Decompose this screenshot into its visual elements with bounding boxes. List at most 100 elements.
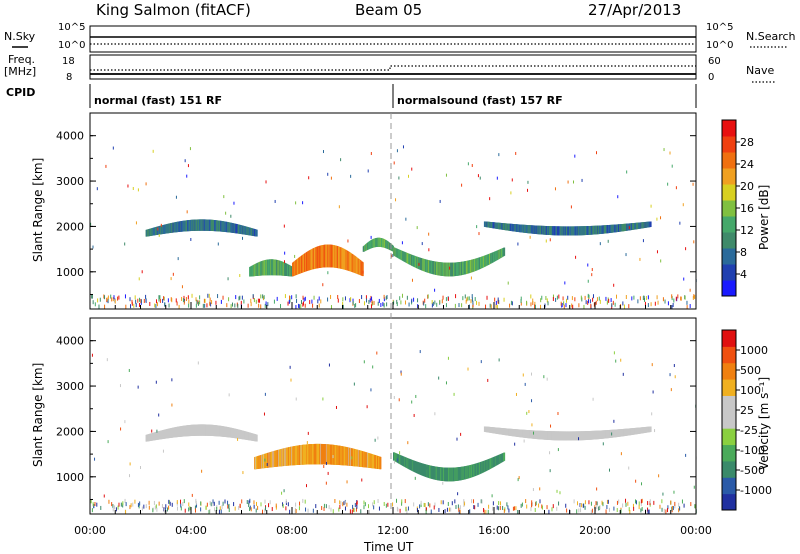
scatter-cell [429, 503, 431, 508]
scatter-cell [584, 505, 586, 510]
scatter-cell [302, 295, 304, 300]
sparse-cell [171, 403, 173, 407]
scatter-cell [606, 300, 608, 305]
scatter-cell [176, 506, 178, 511]
scatter-cell [457, 504, 459, 509]
scatter-cell [606, 499, 608, 504]
scatter-cell [145, 294, 147, 299]
scatter-cell [106, 297, 108, 302]
scatter-cell [503, 297, 505, 302]
sparse-cell [294, 254, 296, 258]
sparse-cell [531, 372, 533, 376]
sparse-cell [274, 199, 276, 203]
sparse-cell [393, 161, 395, 165]
scatter-cell [344, 500, 346, 505]
scatter-cell [576, 509, 578, 514]
sparse-cell [549, 238, 551, 242]
scatter-cell [471, 294, 473, 299]
scatter-cell [250, 507, 252, 512]
sparse-cell [398, 398, 400, 402]
sparse-cell [290, 378, 292, 382]
scatter-cell [168, 500, 170, 505]
sparse-cell [401, 241, 403, 245]
scatter-cell [156, 507, 158, 512]
scatter-cell [183, 300, 185, 305]
scatter-cell [249, 498, 251, 503]
scatter-cell [238, 505, 240, 510]
colorbar-swatch [722, 120, 736, 137]
sparse-cell [626, 170, 628, 174]
sparse-cell [137, 385, 139, 389]
scatter-cell [304, 303, 306, 308]
scatter-cell [139, 501, 141, 506]
scatter-cell [565, 298, 567, 303]
scatter-cell [595, 507, 597, 512]
scatter-cell [248, 503, 250, 508]
scatter-cell [672, 302, 674, 307]
data-cell [503, 247, 506, 256]
scatter-cell [526, 300, 528, 305]
sparse-cell [391, 254, 393, 258]
scatter-cell [611, 303, 613, 308]
scatter-cell [378, 298, 380, 303]
sparse-cell [284, 251, 286, 255]
scatter-cell [364, 502, 366, 507]
scatter-cell [448, 507, 450, 512]
scatter-cell [313, 295, 315, 300]
scatter-cell [130, 503, 132, 508]
sparse-cell [405, 217, 407, 221]
sparse-cell [171, 378, 173, 382]
sparse-cell [587, 263, 589, 267]
scatter-cell [503, 508, 505, 513]
scatter-cell [185, 296, 187, 301]
scatter-cell [114, 505, 116, 510]
scatter-cell [364, 301, 366, 306]
sparse-cell [498, 358, 500, 362]
sparse-cell [411, 278, 413, 282]
scatter-cell [132, 502, 134, 507]
sparse-cell [545, 239, 547, 243]
sparse-cell [332, 455, 334, 459]
scatter-cell [145, 298, 147, 303]
colorbar-tick-label: 28 [740, 136, 754, 149]
scatter-cell [138, 504, 140, 509]
sparse-cell [119, 384, 121, 388]
scatter-cell [383, 501, 385, 506]
scatter-cell [459, 509, 461, 514]
scatter-cell [694, 504, 696, 509]
scatter-cell [260, 294, 262, 299]
scatter-cell [135, 299, 137, 304]
scatter-cell [573, 499, 575, 504]
scatter-cell [690, 502, 692, 507]
scatter-cell [212, 499, 214, 504]
sparse-cell [515, 392, 517, 396]
colorbar-swatch [722, 460, 736, 478]
scatter-cell [425, 304, 427, 309]
sparse-cell [191, 493, 193, 497]
sparse-cell [567, 180, 569, 184]
scatter-cell [520, 299, 522, 304]
scatter-cell [508, 508, 510, 513]
nave-tick-bottom: 0 [708, 72, 714, 83]
sparse-cell [608, 468, 610, 472]
scatter-cell [140, 298, 142, 303]
sparse-cell [693, 240, 695, 244]
scatter-cell [210, 502, 212, 507]
scatter-cell [447, 296, 449, 301]
scatter-cell [352, 300, 354, 305]
scatter-cell [473, 505, 475, 510]
scatter-cell [340, 501, 342, 506]
scatter-cell [256, 501, 258, 506]
colorbar-tick-label: -25 [740, 424, 758, 437]
scatter-cell [276, 296, 278, 301]
scatter-cell [222, 501, 224, 506]
colorbar-swatch [722, 200, 736, 217]
scatter-cell [337, 294, 339, 299]
sparse-cell [467, 162, 469, 166]
scatter-cell [152, 508, 154, 513]
power-colorbar: 28 24 20 16 12 8 4 [721, 119, 754, 297]
scatter-cell [275, 505, 277, 510]
scatter-cell [153, 500, 155, 505]
scatter-cell [434, 300, 436, 305]
scatter-cell [298, 303, 300, 308]
